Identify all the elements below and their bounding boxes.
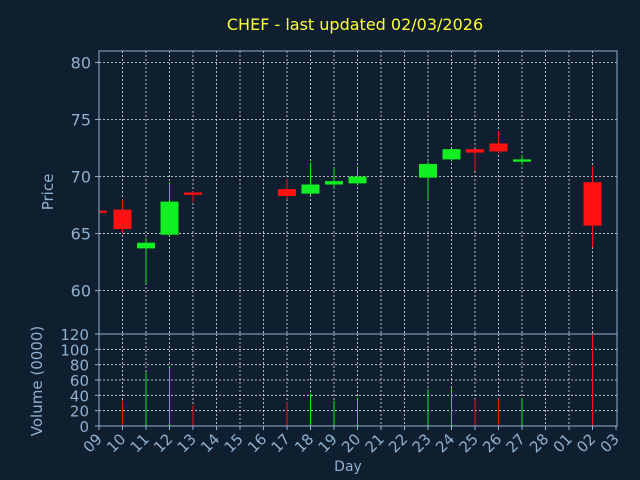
volume-tick-label: 40 <box>70 387 89 405</box>
x-tick-label-16: 16 <box>244 430 270 456</box>
x-tick-label-11: 11 <box>127 430 153 456</box>
volume-tick-label: 0 <box>79 418 89 436</box>
candle-body <box>184 192 202 195</box>
candle-body <box>466 149 484 153</box>
candle-body <box>583 182 602 226</box>
candle-19 <box>325 167 343 188</box>
candle-13 <box>184 191 202 202</box>
x-tick-label-18: 18 <box>291 430 317 456</box>
x-tick-label-15: 15 <box>221 430 247 456</box>
candle-body <box>301 184 320 194</box>
x-tick-label-22: 22 <box>385 430 411 456</box>
price-tick-label: 65 <box>71 225 91 244</box>
panel-frames <box>98 50 618 427</box>
grid-lines <box>99 51 617 426</box>
x-tick-label-27: 27 <box>503 430 529 456</box>
candle-body <box>160 201 179 235</box>
x-tick-label-19: 19 <box>315 430 341 456</box>
x-tick-label-25: 25 <box>456 430 482 456</box>
x-tick-label-03: 03 <box>597 430 623 456</box>
volume-axis-label: Volume (0000) <box>28 326 46 436</box>
candle-body <box>113 209 132 230</box>
candle-10 <box>113 199 132 234</box>
price-tick-label: 75 <box>71 110 91 129</box>
price-tick-label: 70 <box>71 168 91 187</box>
x-axis-label: Day <box>334 459 362 475</box>
x-tick-label-10: 10 <box>103 430 129 456</box>
candle-20 <box>348 166 367 186</box>
price-tick-label: 60 <box>71 282 91 301</box>
volume-tick-label: 60 <box>70 372 89 390</box>
candle-09 <box>98 209 107 213</box>
price-axis-label: Price <box>39 174 57 211</box>
chart-title: CHEF - last updated 02/03/2026 <box>227 15 483 34</box>
candle-27 <box>513 154 531 166</box>
x-tick-label-12: 12 <box>150 430 176 456</box>
price-candles <box>98 130 602 284</box>
candle-02 <box>583 166 602 248</box>
volume-bars <box>122 334 593 426</box>
candle-23 <box>419 161 437 200</box>
candle-body <box>99 210 107 213</box>
axis-tick-labels: 6065707580020406080100120091011121314151… <box>60 53 622 456</box>
candle-12 <box>160 182 179 236</box>
price-panel-frame <box>98 50 618 335</box>
candle-26 <box>489 130 508 154</box>
x-tick-label-20: 20 <box>338 430 364 456</box>
candle-18 <box>301 162 320 196</box>
candle-17 <box>278 178 296 200</box>
x-tick-label-13: 13 <box>174 430 200 456</box>
volume-tick-label: 20 <box>70 403 89 421</box>
candle-body <box>419 163 437 178</box>
candle-25 <box>466 149 484 171</box>
x-tick-label-01: 01 <box>550 430 576 456</box>
volume-tick-label: 80 <box>70 357 89 375</box>
x-tick-label-28: 28 <box>526 430 552 456</box>
volume-tick-label: 120 <box>60 326 89 344</box>
x-tick-label-17: 17 <box>268 430 294 456</box>
volume-tick-label: 100 <box>60 341 89 359</box>
x-tick-label-14: 14 <box>197 430 223 456</box>
candle-body <box>513 159 531 162</box>
x-tick-label-24: 24 <box>432 430 458 456</box>
x-tick-label-26: 26 <box>479 430 505 456</box>
candle-body <box>442 149 461 160</box>
candle-body <box>325 181 343 185</box>
candle-body <box>348 176 367 184</box>
x-tick-label-21: 21 <box>362 430 388 456</box>
candle-body <box>278 189 296 196</box>
candle-24 <box>442 149 461 162</box>
x-tick-label-23: 23 <box>409 430 435 456</box>
candle-body <box>137 242 155 249</box>
price-tick-label: 80 <box>71 53 91 72</box>
x-tick-label-02: 02 <box>573 430 599 456</box>
candle-body <box>489 143 508 152</box>
candle-11 <box>137 238 155 284</box>
